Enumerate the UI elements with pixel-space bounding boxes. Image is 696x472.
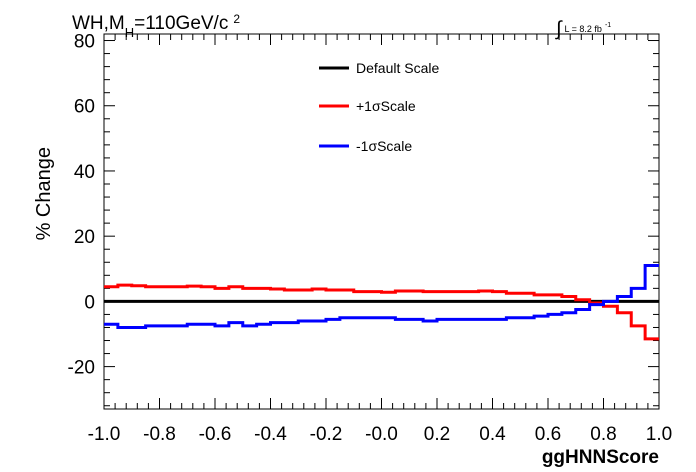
- x-axis-label: ggHNNScore: [542, 447, 659, 468]
- x-tick-label: -0.6: [199, 424, 232, 445]
- x-tick-label: -0.8: [143, 424, 176, 445]
- x-tick-label: 0.2: [424, 424, 450, 445]
- y-tick-label: 80: [74, 32, 95, 53]
- series-line-plus-1-sigma: [104, 283, 659, 341]
- legend: Default Scale +1σScale -1σScale: [319, 60, 439, 154]
- x-tick-label: 0.4: [479, 424, 506, 445]
- plot-frame: [103, 33, 660, 410]
- chart-title-rest: =110GeV/c: [134, 13, 228, 34]
- y-axis-label: % Change: [33, 147, 55, 240]
- chart-title-main: WH,M: [72, 13, 125, 34]
- x-tick-label: -0.4: [254, 424, 287, 445]
- lumi-label: ∫ L = 8.2 fb -1: [555, 18, 611, 40]
- legend-label-minus-1-sigma: -1σScale: [356, 138, 412, 154]
- chart-title-sup: 2: [233, 12, 240, 26]
- series-lines: [104, 264, 659, 341]
- lumi-text: L = 8.2 fb: [564, 24, 601, 34]
- x-tick-label: -1.0: [88, 424, 121, 445]
- lumi-sup: -1: [605, 22, 611, 29]
- x-tick-label: 0.8: [590, 424, 616, 445]
- y-tick-label: -20: [68, 358, 95, 379]
- y-tick-label: 0: [84, 292, 95, 313]
- chart-title-sub: H: [125, 25, 134, 40]
- legend-label-default-scale: Default Scale: [356, 60, 439, 76]
- x-tick-label: 1.0: [646, 424, 672, 445]
- y-tick-label: 60: [74, 97, 95, 118]
- chart-title: WH,MH=110GeV/c 2: [72, 12, 240, 40]
- series-line-minus-1-sigma: [104, 264, 659, 329]
- axis-ticks: -1.0 -0.8 -0.6 -0.4 -0.2 -0.0 0.2 0.4 0.6 0.8 1.0 -…: [68, 32, 673, 445]
- x-tick-label: -0.0: [365, 424, 398, 445]
- x-tick-label: -0.2: [310, 424, 343, 445]
- x-tick-label: 0.6: [535, 424, 561, 445]
- y-tick-label: 20: [74, 227, 95, 248]
- y-tick-label: 40: [74, 162, 95, 183]
- legend-label-plus-1-sigma: +1σScale: [356, 98, 416, 114]
- lumi-integral: ∫: [555, 18, 563, 40]
